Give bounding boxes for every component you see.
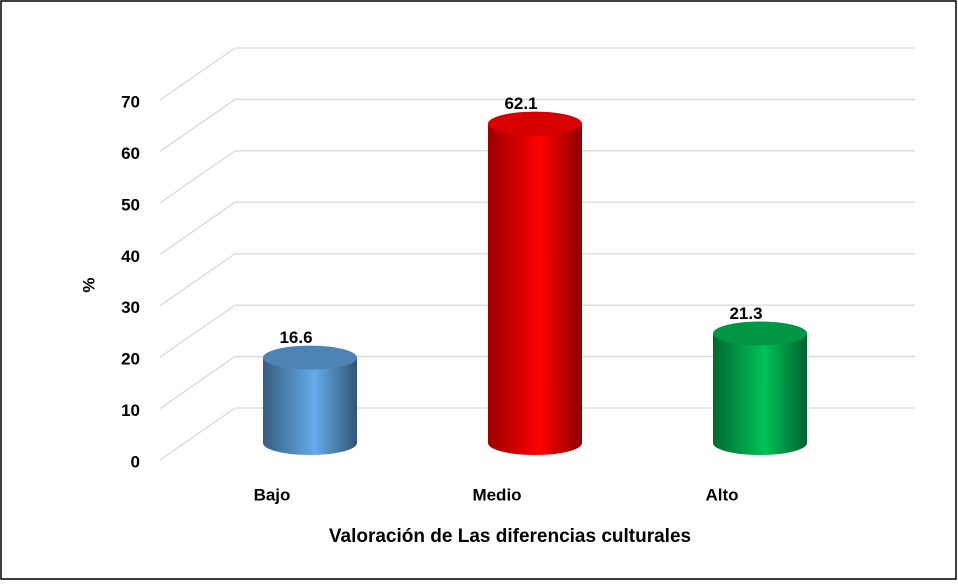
grid-line xyxy=(159,304,915,358)
y-tick-label: 60 xyxy=(121,144,140,163)
bar-top xyxy=(488,111,582,136)
x-tick-label: Medio xyxy=(472,485,521,504)
data-label: 62.1 xyxy=(504,94,537,113)
bar xyxy=(263,357,357,455)
bar xyxy=(713,333,807,455)
grid-line xyxy=(159,98,915,152)
bar-top xyxy=(713,321,807,346)
y-tick-label: 10 xyxy=(121,401,140,420)
x-tick-label: Alto xyxy=(705,485,738,504)
y-tick-label: 0 xyxy=(131,452,140,471)
grid-line xyxy=(159,407,915,461)
y-tick-label: 20 xyxy=(121,350,140,369)
grid-line xyxy=(159,47,915,101)
data-label: 21.3 xyxy=(729,304,762,323)
bar xyxy=(488,123,582,455)
y-axis-title: % xyxy=(79,277,98,292)
y-tick-label: 50 xyxy=(121,195,140,214)
bar-top xyxy=(263,345,357,370)
grid-line xyxy=(159,253,915,307)
grid-line xyxy=(159,355,915,410)
x-tick-label: Bajo xyxy=(254,485,291,504)
x-axis-title: Valoración de Las diferencias culturales xyxy=(329,526,691,547)
y-tick-label: 30 xyxy=(121,298,140,317)
y-tick-label: 70 xyxy=(121,92,140,111)
data-label: 16.6 xyxy=(279,328,312,347)
grid-line xyxy=(159,201,915,255)
y-tick-label: 40 xyxy=(121,247,140,266)
grid-line xyxy=(159,150,915,204)
